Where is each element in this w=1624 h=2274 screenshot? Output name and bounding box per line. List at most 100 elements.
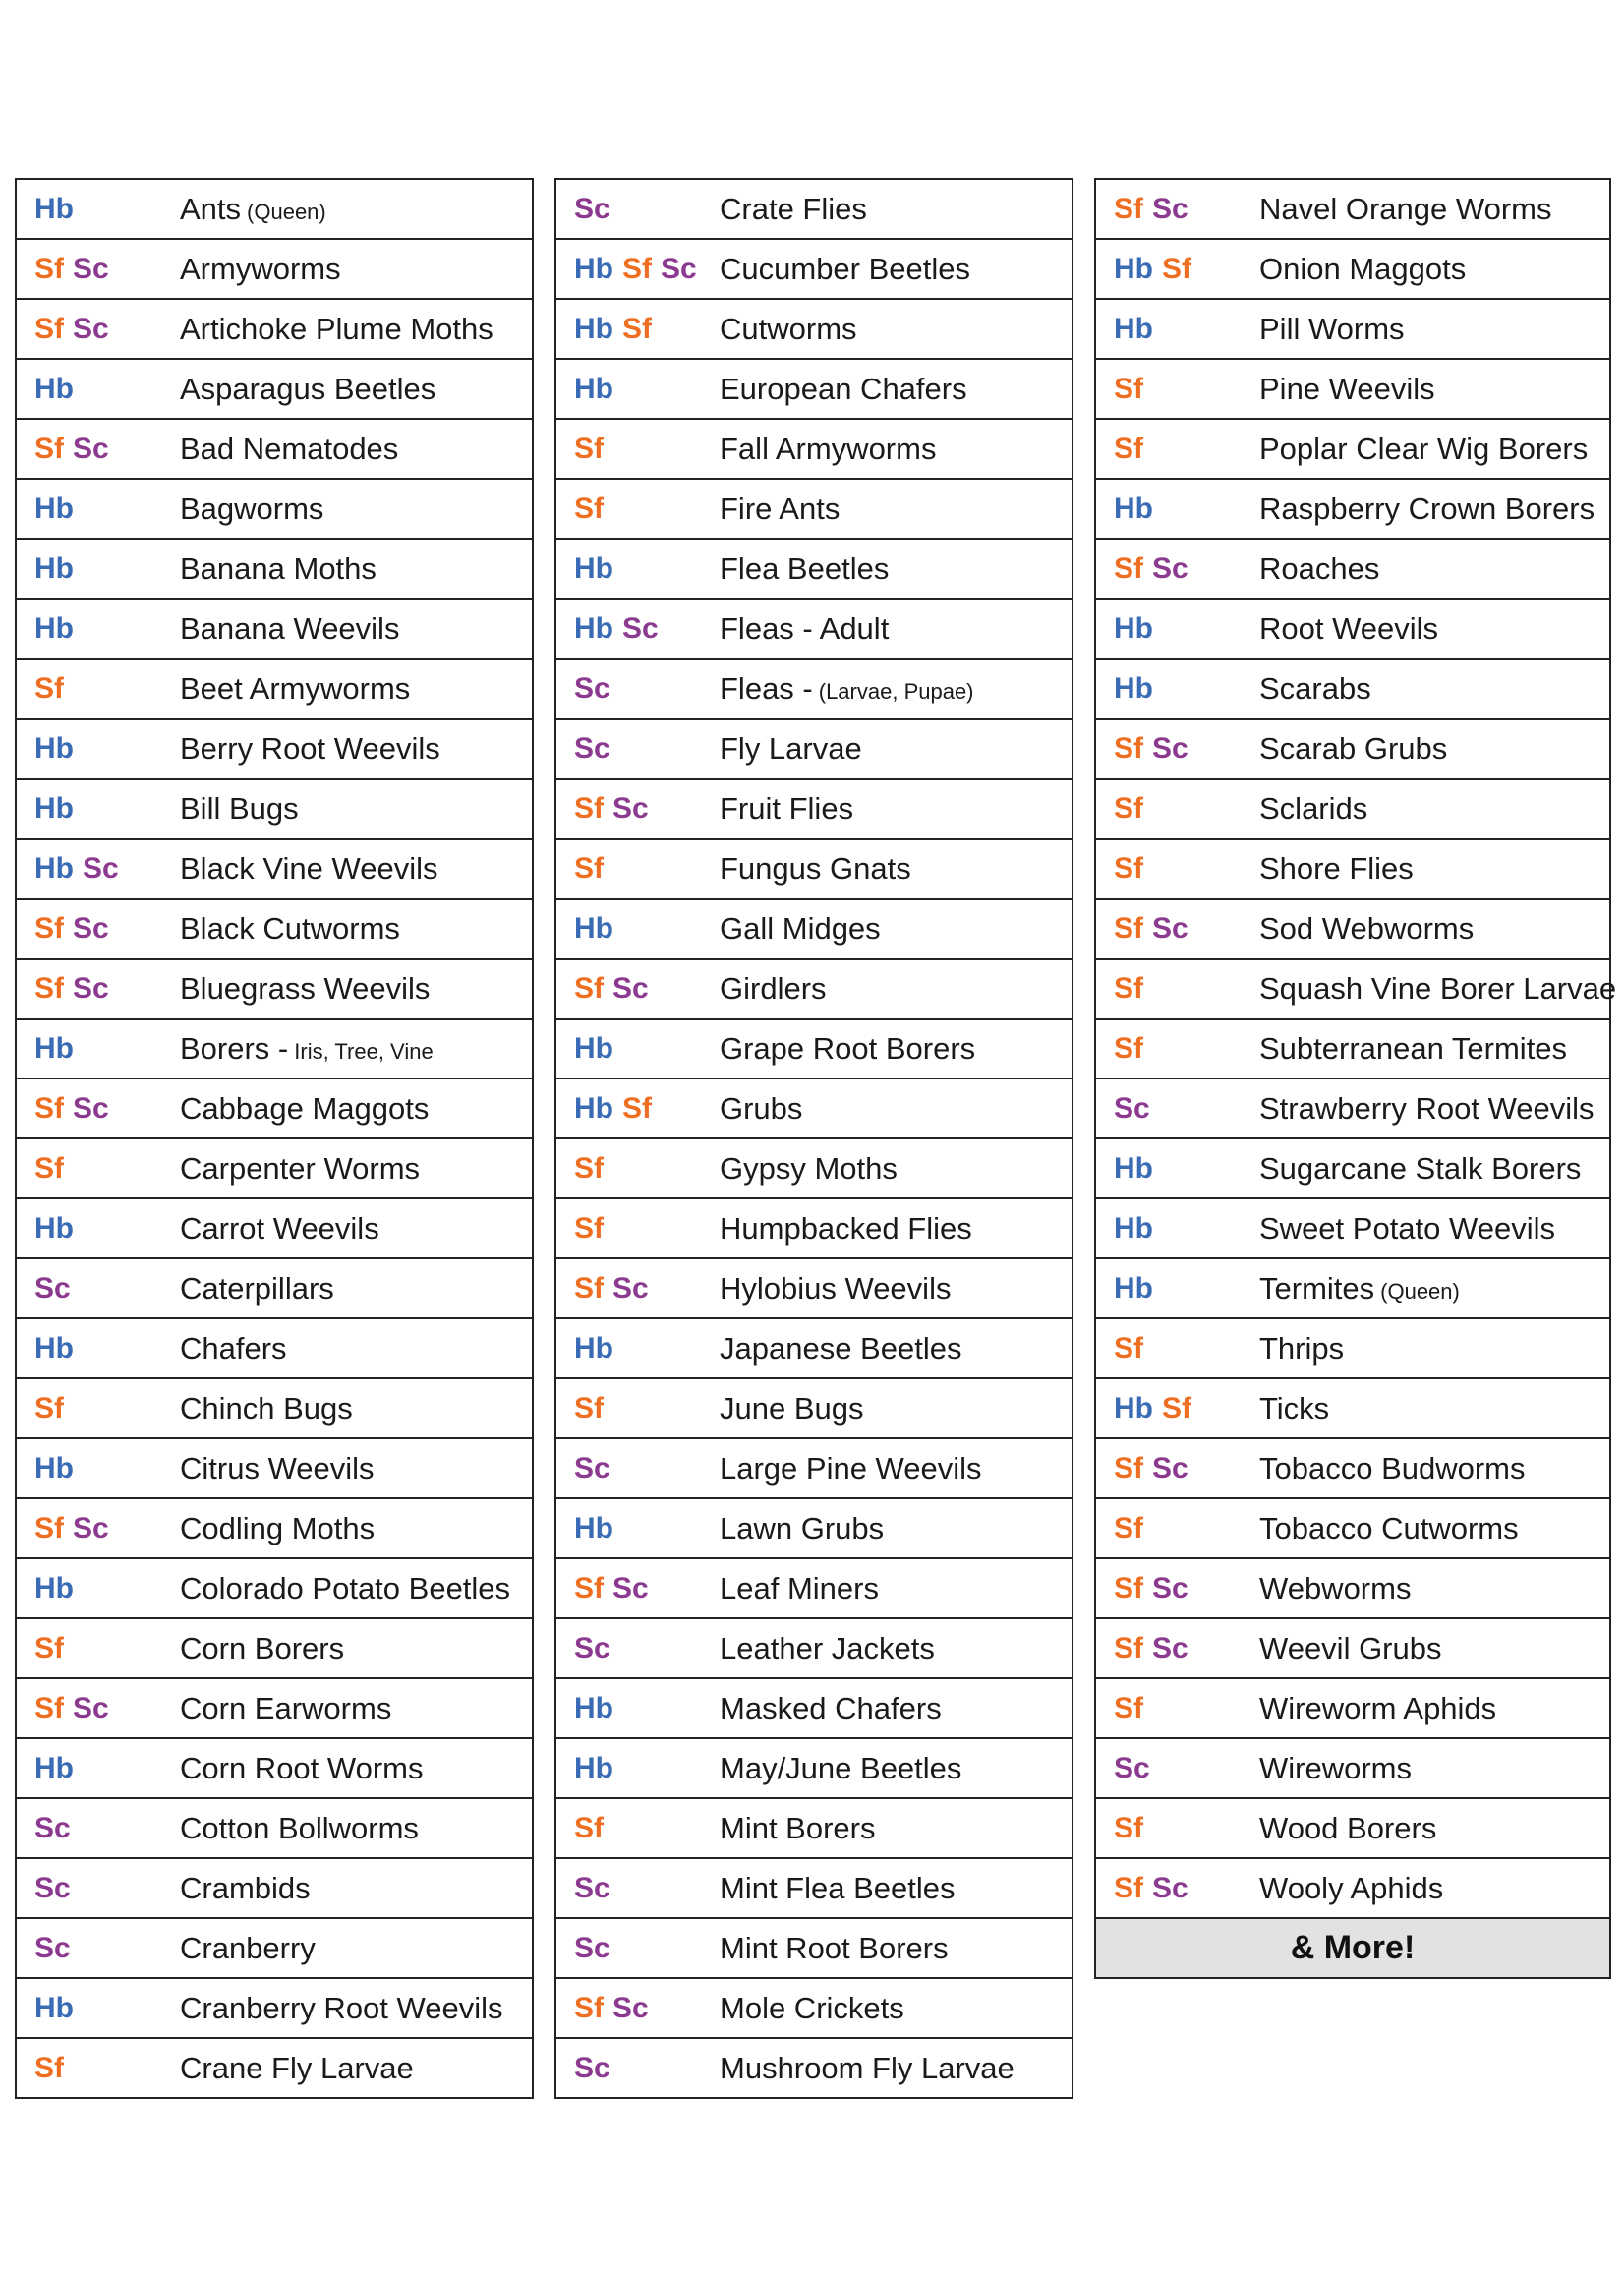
species-code-sf: Sf: [574, 1152, 604, 1185]
pest-name-cell: Fungus Gnats: [720, 840, 911, 898]
pest-row: Hb Root Weevils: [1094, 600, 1611, 660]
species-code-hb: Hb: [34, 1452, 74, 1485]
pest-name-cell: Leather Jackets: [720, 1619, 935, 1677]
species-code-sc: Sc: [73, 313, 109, 345]
pest-row: Sf Sc Webworms: [1094, 1559, 1611, 1619]
species-code-sf: Sf: [622, 253, 652, 285]
species-codes: Hb: [34, 1319, 83, 1377]
pest-row: Sf June Bugs: [554, 1379, 1073, 1439]
pest-name: Thrips: [1259, 1331, 1345, 1366]
pest-row: Hb Sf Onion Maggots: [1094, 240, 1611, 300]
pest-name-cell: Fall Armyworms: [720, 420, 936, 478]
species-code-sf: Sf: [34, 1392, 64, 1425]
pest-name: Chinch Bugs: [180, 1391, 353, 1426]
species-code-hb: Hb: [34, 612, 74, 645]
species-code-sc: Sc: [574, 1632, 610, 1664]
pest-name: Flea Beetles: [720, 552, 890, 586]
species-code-sf: Sf: [34, 1632, 64, 1664]
species-code-sf: Sf: [574, 1212, 604, 1245]
pest-row: Hb Flea Beetles: [554, 540, 1073, 600]
pest-name: Fall Armyworms: [720, 432, 937, 466]
species-code-sf: Sf: [1114, 1692, 1143, 1724]
species-code-hb: Hb: [574, 373, 613, 405]
pest-name: Wireworm Aphids: [1259, 1691, 1497, 1725]
pest-name: Strawberry Root Weevils: [1259, 1091, 1595, 1126]
species-code-hb: Hb: [574, 313, 613, 345]
pest-row: Sf Crane Fly Larvae: [15, 2039, 534, 2099]
pest-name-cell: Sugarcane Stalk Borers: [1259, 1139, 1581, 1197]
pest-name-cell: May/June Beetles: [720, 1739, 961, 1797]
pest-row: Sf Sc Black Cutworms: [15, 900, 534, 960]
species-codes: Sf Sc: [574, 960, 658, 1018]
species-code-sc: Sc: [574, 1872, 610, 1904]
pest-name-cell: Berry Root Weevils: [180, 720, 440, 778]
species-codes: Hb: [34, 600, 83, 658]
pest-name: Berry Root Weevils: [180, 731, 440, 766]
species-codes: Sf Sc: [1114, 900, 1197, 958]
species-code-sf: Sf: [1114, 912, 1143, 945]
pest-row: Sc Fleas - (Larvae, Pupae): [554, 660, 1073, 720]
pest-name: Roaches: [1259, 552, 1380, 586]
species-code-sf: Sf: [34, 1512, 64, 1545]
pest-name-cell: Japanese Beetles: [720, 1319, 961, 1377]
pest-column-2: Sc Crate Flies Hb Sf Sc Cucumber Beetles Hb Sf C…: [554, 178, 1073, 2099]
species-code-hb: Hb: [1114, 1272, 1153, 1305]
pest-row: Sf Wood Borers: [1094, 1799, 1611, 1859]
pest-name-cell: Scarabs: [1259, 660, 1371, 718]
species-codes: Sf: [1114, 1020, 1152, 1078]
species-code-sc: Sc: [574, 732, 610, 765]
species-code-sc: Sc: [73, 433, 109, 465]
more-row: & More!: [1094, 1919, 1611, 1979]
pest-name: Banana Moths: [180, 552, 377, 586]
pest-name: Fly Larvae: [720, 731, 862, 766]
species-codes: Sc: [574, 1919, 619, 1977]
pest-row: Sc Strawberry Root Weevils: [1094, 1079, 1611, 1139]
species-code-sc: Sc: [1152, 912, 1189, 945]
pest-name: Grubs: [720, 1091, 803, 1126]
pest-name: Pine Weevils: [1259, 372, 1435, 406]
species-code-hb: Hb: [1114, 672, 1153, 705]
pest-name: Bill Bugs: [180, 791, 299, 826]
species-codes: Sf Sc: [574, 1559, 658, 1617]
species-codes: Sf: [1114, 1499, 1152, 1557]
species-codes: Sf: [34, 660, 73, 718]
species-code-sf: Sf: [622, 1092, 652, 1125]
pest-name-cell: Colorado Potato Beetles: [180, 1559, 510, 1617]
species-code-sf: Sf: [1162, 1392, 1191, 1425]
species-codes: Hb: [34, 1739, 83, 1797]
species-code-hb: Hb: [34, 1332, 74, 1365]
species-code-hb: Hb: [34, 792, 74, 825]
pest-name-cell: Gall Midges: [720, 900, 881, 958]
species-code-hb: Hb: [34, 852, 74, 885]
pest-row: Sf Sc Sod Webworms: [1094, 900, 1611, 960]
species-codes: Hb: [34, 480, 83, 538]
pest-name: Citrus Weevils: [180, 1451, 375, 1486]
pest-name-cell: Masked Chafers: [720, 1679, 942, 1737]
pest-column-1: Hb Ants (Queen) Sf Sc Armyworms Sf Sc Artichoke …: [15, 178, 534, 2099]
pest-name: Fruit Flies: [720, 791, 854, 826]
pest-row: Sf Sc Bad Nematodes: [15, 420, 534, 480]
species-codes: Sc: [34, 1259, 80, 1317]
species-code-sf: Sf: [1114, 852, 1143, 885]
species-code-sf: Sf: [574, 1572, 604, 1604]
species-code-hb: Hb: [1114, 493, 1153, 525]
pest-name: Grape Root Borers: [720, 1031, 976, 1066]
pest-row: Sf Thrips: [1094, 1319, 1611, 1379]
pest-name: Squash Vine Borer Larvae: [1259, 971, 1617, 1006]
pest-name-cell: Leaf Miners: [720, 1559, 879, 1617]
pest-name-cell: Bagworms: [180, 480, 323, 538]
pest-name-cell: Mushroom Fly Larvae: [720, 2039, 1015, 2097]
species-code-sc: Sc: [574, 672, 610, 705]
species-codes: Hb: [34, 1559, 83, 1617]
pest-row: Hb Berry Root Weevils: [15, 720, 534, 780]
pest-name: Wireworms: [1259, 1751, 1412, 1785]
species-code-hb: Hb: [34, 1992, 74, 2024]
species-codes: Sf Sc: [34, 1499, 118, 1557]
pest-name-cell: Tobacco Cutworms: [1259, 1499, 1519, 1557]
pest-name-cell: Bluegrass Weevils: [180, 960, 430, 1018]
pest-name-cell: Black Cutworms: [180, 900, 400, 958]
pest-name: Wooly Aphids: [1259, 1871, 1444, 1905]
species-code-hb: Hb: [574, 1512, 613, 1545]
pest-name: Bagworms: [180, 492, 324, 526]
